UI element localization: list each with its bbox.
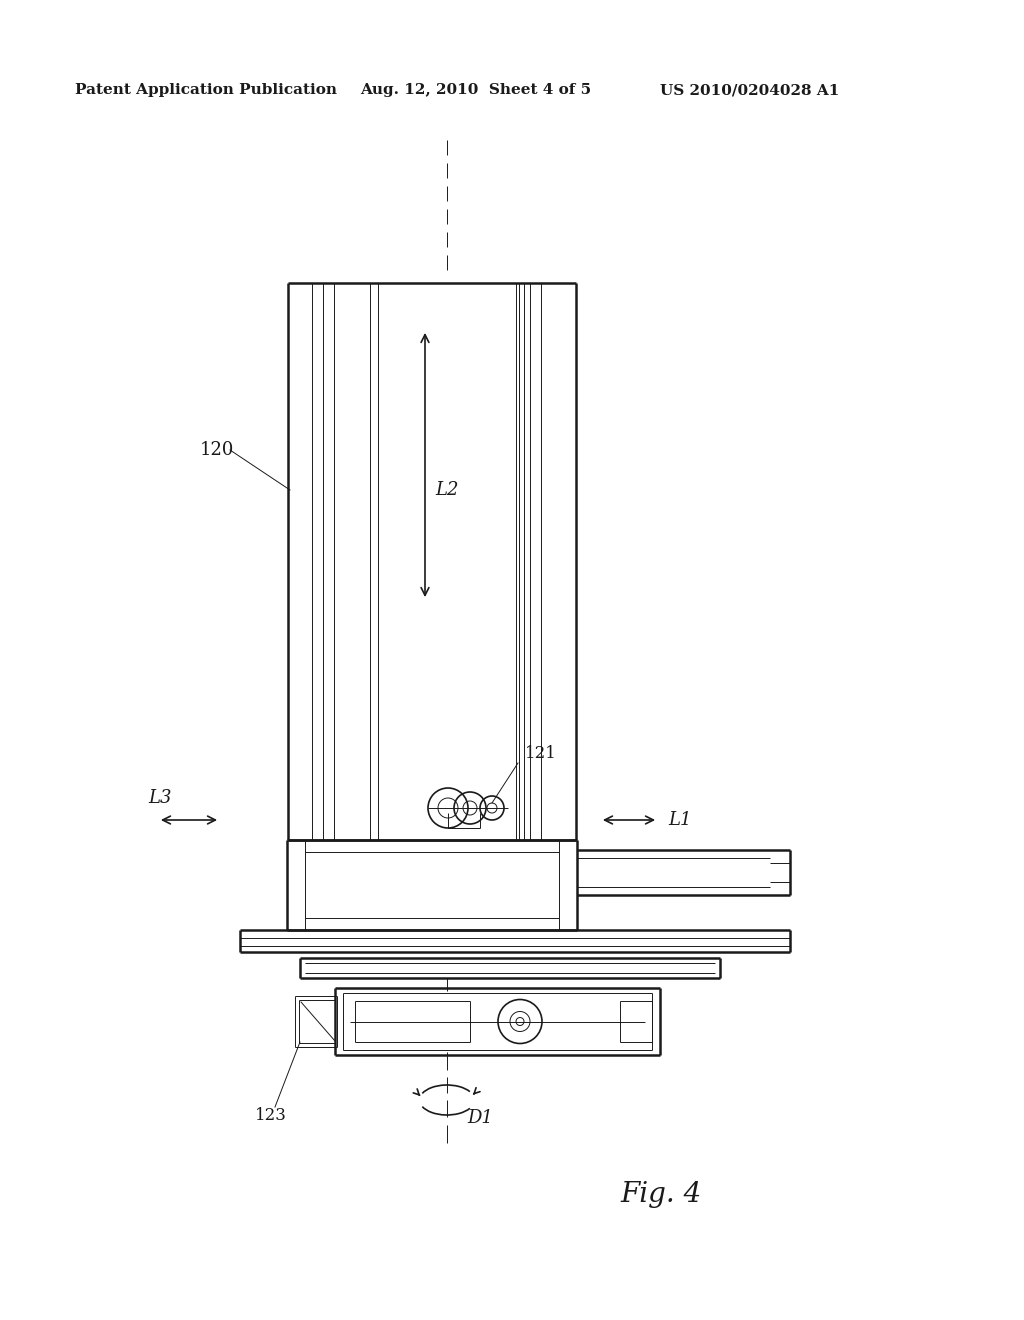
Text: D1: D1 (467, 1109, 493, 1127)
Text: 121: 121 (525, 744, 557, 762)
Text: US 2010/0204028 A1: US 2010/0204028 A1 (660, 83, 840, 96)
Text: Fig. 4: Fig. 4 (620, 1181, 701, 1209)
Text: Aug. 12, 2010  Sheet 4 of 5: Aug. 12, 2010 Sheet 4 of 5 (360, 83, 591, 96)
Text: L2: L2 (435, 480, 459, 499)
Text: 120: 120 (200, 441, 234, 459)
Text: Patent Application Publication: Patent Application Publication (75, 83, 337, 96)
Text: L1: L1 (668, 810, 691, 829)
Text: 123: 123 (255, 1106, 287, 1123)
Text: L3: L3 (148, 789, 171, 807)
